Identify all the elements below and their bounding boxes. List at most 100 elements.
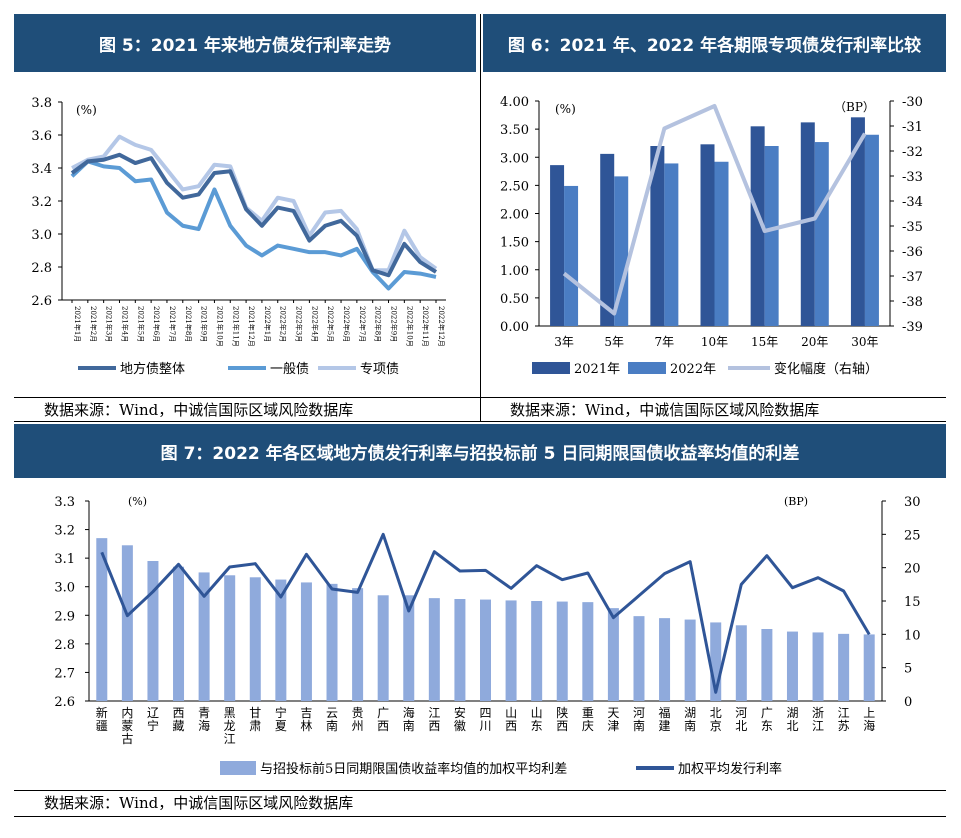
fig5-series-line [70, 152, 438, 278]
fig7-x-tick-label: 河南 [633, 706, 645, 733]
fig6-bar [650, 146, 665, 326]
fig6-bar [850, 117, 865, 326]
fig7-x-tick-label: 贵州 [352, 706, 364, 733]
fig5-series-line [70, 159, 437, 291]
fig7-bar [659, 618, 671, 701]
fig7-bar [377, 595, 389, 701]
fig5-y-tick-label: 3.0 [31, 228, 52, 243]
fig6-x-tick-label: 20年 [801, 335, 828, 349]
fig6-bar [614, 176, 629, 326]
fig7-bar [275, 579, 287, 701]
fig6-y-tick-label: 2.50 [500, 179, 529, 194]
fig7-y-tick-label: 3.2 [54, 524, 75, 539]
fig7-x-tick-label: 河北 [735, 706, 747, 733]
fig7-unit-right: (BP) [784, 495, 808, 508]
fig7-x-tick-label: 内蒙古 [121, 706, 133, 746]
fig6-y-tick-label: 0.50 [500, 292, 529, 307]
fig7-y-tick-label: 2.9 [54, 609, 75, 624]
fig5-chart: 3.8 3.6 3.4 3.2 3.0 2.8 2.6 (%) 2021年1月 2021年2月 20… [31, 96, 446, 377]
fig7-bar [838, 633, 850, 701]
source-divider-top [14, 397, 946, 398]
fig6-bar [750, 126, 765, 326]
fig7-title: 图 7：2022 年各区域地方债发行利率与招投标前 5 日同期限国债收益率均值的… [160, 443, 800, 464]
source-divider-bottom [14, 421, 946, 422]
fig7-bar [812, 632, 824, 701]
fig7-y2-tick-label: 30 [904, 495, 921, 510]
fig6-x-tick-label: 30年 [851, 335, 878, 349]
fig6-y-tick-label: 1.50 [500, 236, 529, 251]
fig5-x-tick-label: 2021年3月 [105, 306, 114, 342]
fig7-x-tick-label: 山西 [505, 706, 517, 733]
fig7-bar [735, 625, 747, 701]
fig7-x-tick-label: 湖南 [684, 705, 696, 733]
fig6-x-tick-label: 7年 [655, 335, 675, 349]
fig7-bar [786, 631, 798, 701]
fig5-x-tick-label: 2021年5月 [136, 306, 145, 342]
fig6-bar [764, 146, 779, 326]
fig7-y-tick-label: 3.1 [54, 552, 75, 567]
fig6-y2-tick-label: -36 [902, 245, 923, 260]
fig7-bar [224, 575, 236, 701]
fig6-bar [800, 122, 815, 326]
fig7-bar [96, 538, 108, 701]
fig6-y-tick-label: 2.00 [500, 208, 529, 223]
fig7-y2-tick-label: 25 [904, 528, 921, 543]
fig7-source: 数据来源：Wind，中诚信国际区域风险数据库 [44, 794, 354, 812]
fig5-x-tick-label: 2021年12月 [247, 306, 256, 347]
fig7-bar [198, 572, 210, 701]
fig5-y-tick-label: 3.8 [31, 96, 52, 111]
fig5-x-tick-label: 2022年5月 [326, 306, 335, 342]
fig5-legend-label: 专项债 [360, 362, 399, 377]
fig6-y-tick-label: 4.00 [500, 95, 529, 110]
fig7-x-tick-label: 湖北 [786, 705, 798, 733]
fig7-x-tick-label: 甘肃 [249, 706, 261, 733]
fig7-bar [121, 545, 133, 701]
fig5-x-tick-label: 2021年1月 [73, 306, 82, 342]
fig5-y-tick-label: 2.8 [31, 261, 52, 276]
fig7-bar [403, 595, 415, 701]
fig6-bar [814, 142, 829, 326]
fig5-legend-label: 一般债 [270, 361, 309, 377]
fig7-x-tick-label: 北京 [710, 706, 722, 733]
fig7-bar [607, 608, 619, 701]
fig7-x-tick-label: 新疆 [96, 705, 108, 733]
fig7-bar [480, 599, 491, 701]
fig7-y2-tick-label: 0 [904, 695, 912, 710]
bottom-border [14, 816, 946, 817]
fig6-chart: 4.00 3.50 3.00 2.50 2.00 1.50 1.00 0.50 0.00 -30 -… [500, 95, 923, 377]
fig7-y-tick-label: 3.3 [54, 495, 75, 510]
fig5-x-tick-label: 2022年8月 [374, 306, 383, 342]
fig7-legend-swatch [220, 761, 256, 775]
fig7-x-tick-label: 吉林 [300, 706, 312, 733]
fig5-source: 数据来源：Wind，中诚信国际区域风险数据库 [44, 401, 354, 419]
fig5-unit-label: (%) [76, 103, 97, 117]
fig5-y-tick-label: 2.6 [31, 294, 52, 309]
fig5-x-tick-label: 2021年11月 [231, 306, 240, 347]
fig5-x-tick-label: 2022年6月 [342, 306, 351, 342]
fig6-y2-tick-label: -30 [902, 95, 923, 110]
fig5-x-tick-label: 2022年12月 [437, 306, 446, 347]
fig6-y2-tick-label: -37 [902, 270, 923, 285]
fig6-y2-tick-label: -31 [902, 120, 923, 135]
fig7-bar [249, 577, 261, 701]
fig5-x-tick-label: 2022年2月 [279, 306, 288, 342]
fig7-bar [684, 619, 696, 701]
fig7-legend-label: 加权平均发行利率 [678, 761, 782, 777]
fig6-y2-tick-label: -34 [902, 195, 923, 210]
fig7-x-tick-label: 广东 [761, 706, 773, 733]
fig7-x-tick-label: 云南 [326, 706, 338, 733]
fig6-unit-left: (%) [555, 102, 576, 116]
fig6-legend-swatch [532, 362, 570, 374]
fig6-title-bar: 图 6：2021 年、2022 年各期限专项债发行利率比较 [483, 14, 946, 72]
fig7-bar [531, 601, 543, 701]
fig7-bar [863, 634, 875, 701]
fig7-y-tick-label: 3.0 [54, 581, 75, 596]
fig6-unit-right: （BP） [834, 100, 875, 114]
fig7-bar [505, 600, 517, 701]
fig5-x-tick-label: 2022年3月 [295, 306, 304, 342]
fig5-legend-label: 地方债整体 [120, 361, 185, 377]
fig7-legend-label: 与招投标前5日同期限国债收益率均值的加权平均利差 [260, 761, 567, 777]
fig6-y-tick-label: 0.00 [500, 320, 529, 335]
fig7-bar [761, 629, 773, 701]
fig7-bar [582, 602, 594, 701]
